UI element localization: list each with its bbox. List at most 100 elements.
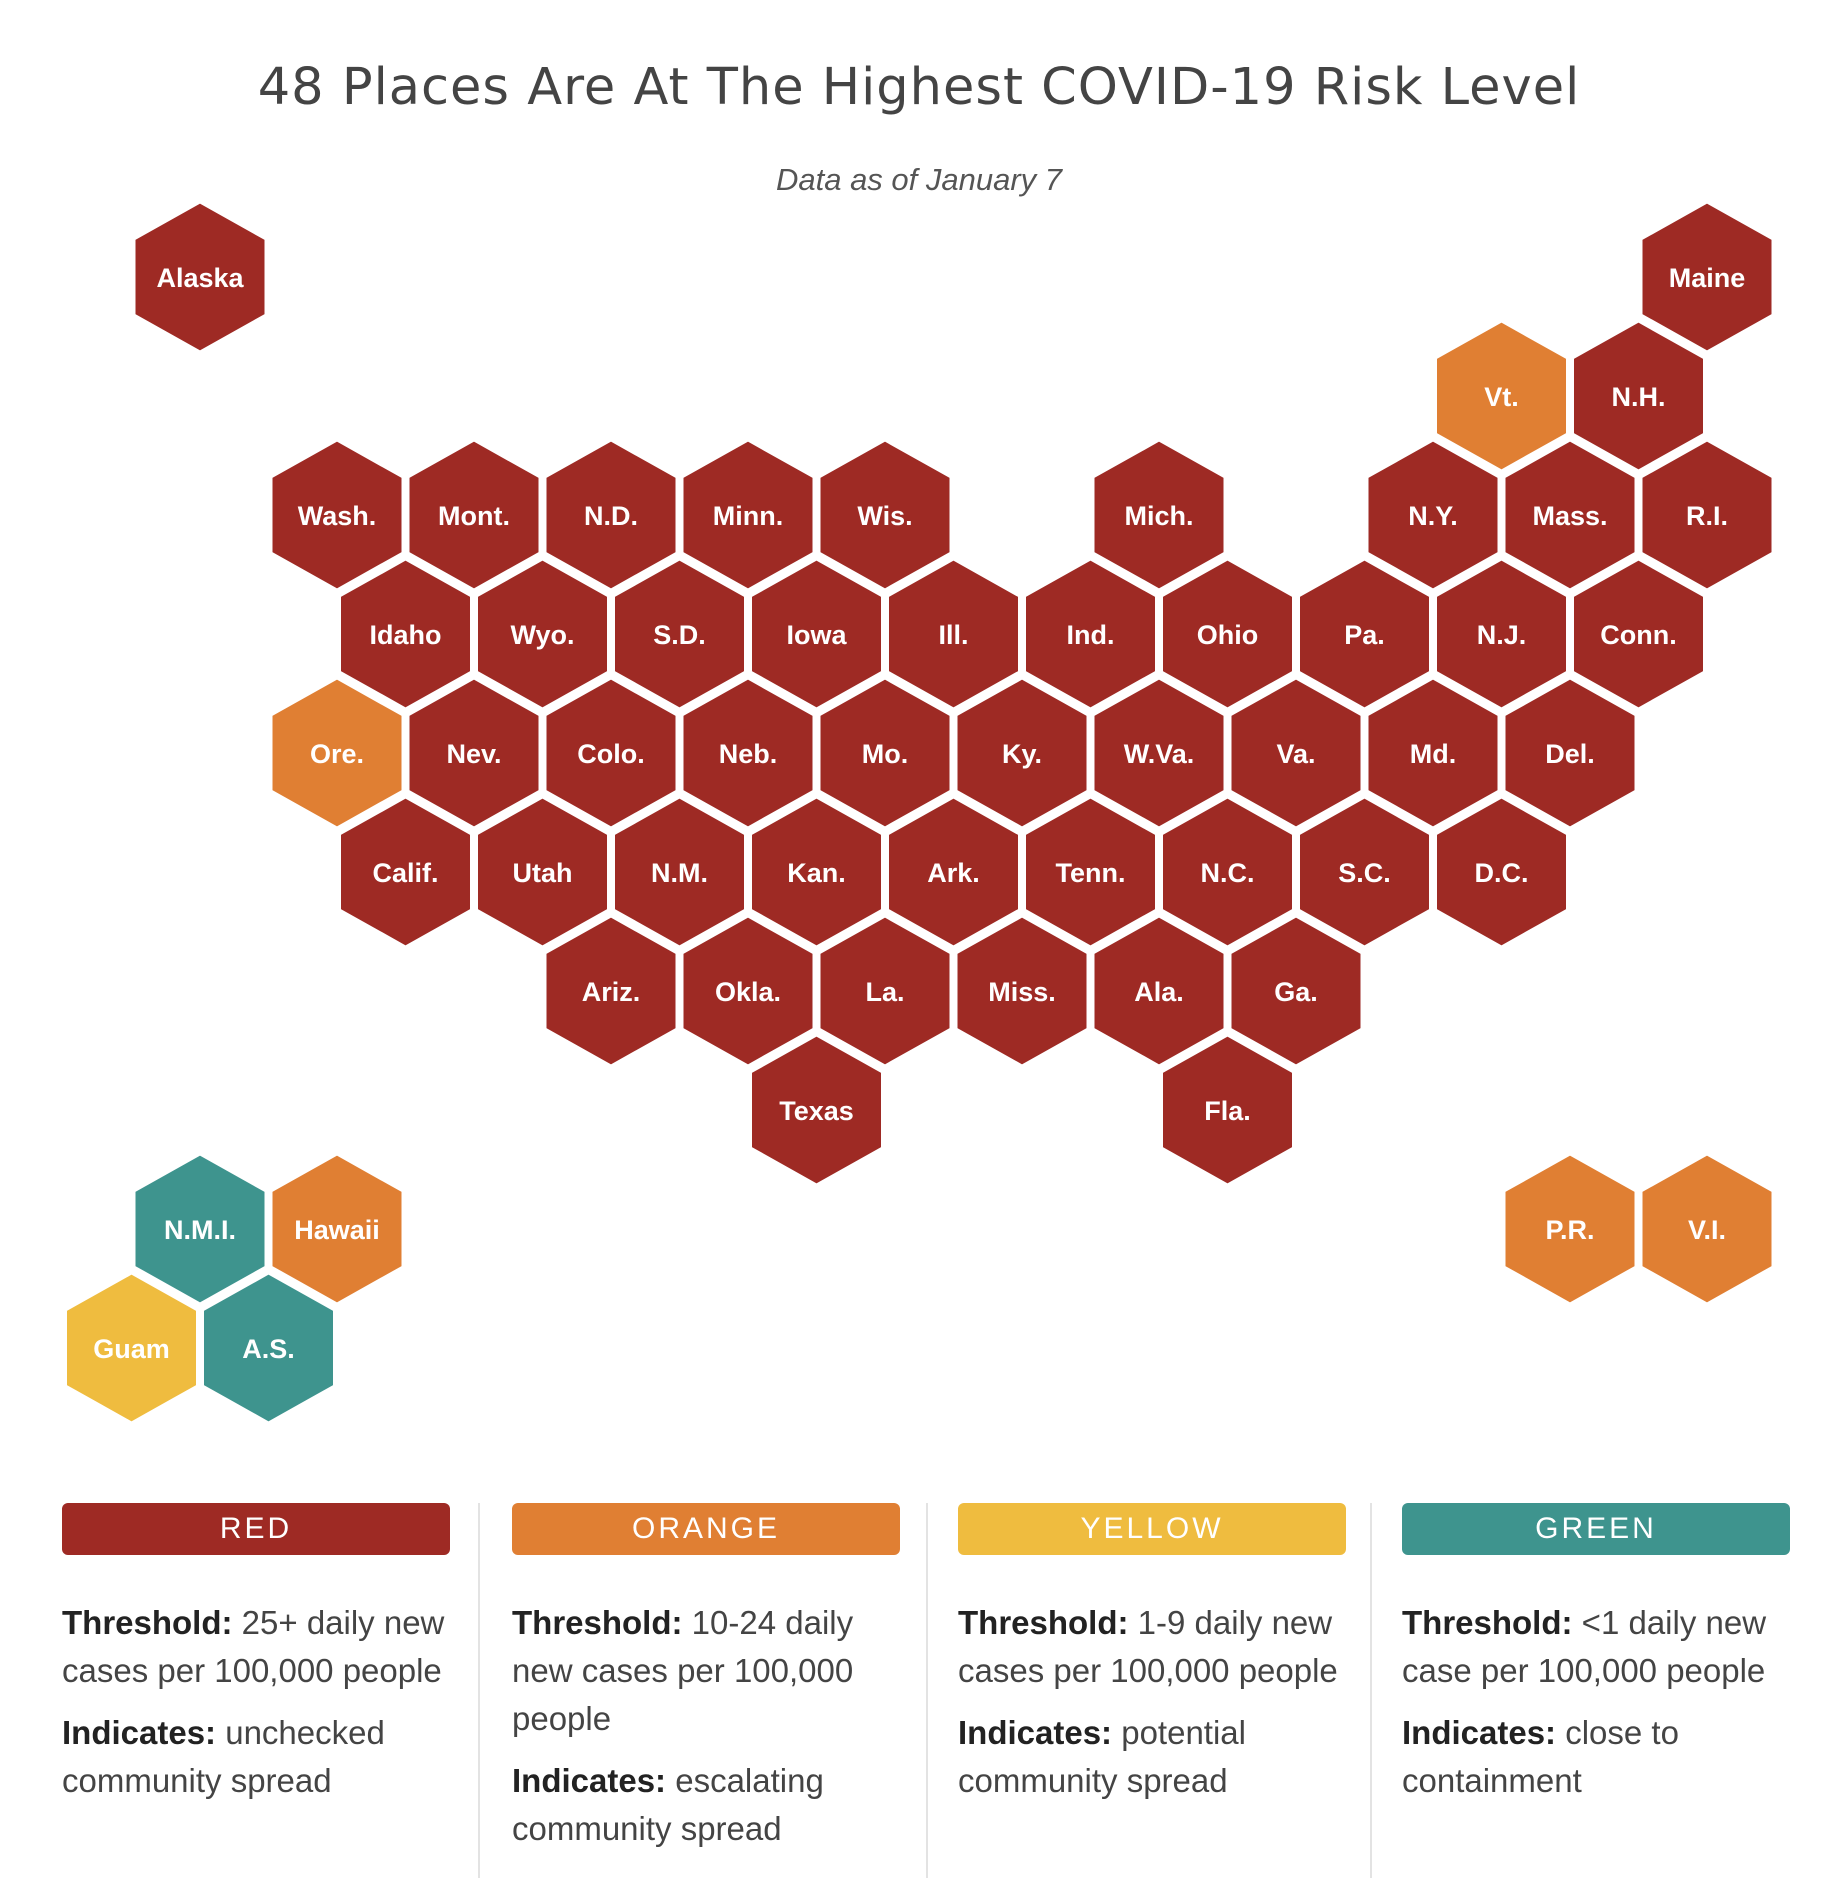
hex-map: Alaska Maine Vt. N.H. Wash. Mont. N.D. Minn. Wis… [64, 200, 1775, 1425]
hex-shape [543, 914, 679, 1068]
hex-n-d: N.D. [543, 438, 679, 592]
hex-mich: Mich. [1091, 438, 1227, 592]
hex-shape [1434, 795, 1569, 949]
hex-shape [886, 557, 1021, 711]
hex-shape [680, 914, 816, 1068]
hex-label: Idaho [370, 620, 442, 650]
hex-okla: Okla. [680, 914, 816, 1068]
legend-red-threshold: Threshold: 25+ daily new cases per 100,0… [62, 1599, 450, 1695]
hex-label: Calif. [372, 858, 438, 888]
threshold-value: 25+ daily new cases per 100,000 people [62, 1604, 445, 1689]
hex-label: Mich. [1124, 501, 1193, 531]
hex-label: Hawaii [294, 1215, 380, 1245]
legend-yellow-bar: YELLOW [958, 1503, 1346, 1555]
hex-idaho: Idaho [338, 557, 473, 711]
hex-shape [543, 438, 679, 592]
hex-label: N.Y. [1408, 501, 1458, 531]
hex-la: La. [817, 914, 953, 1068]
hex-label: Utah [513, 858, 573, 888]
hex-mont: Mont. [406, 438, 542, 592]
hex-v-i: V.I. [1639, 1152, 1775, 1306]
hex-pa: Pa. [1297, 557, 1432, 711]
hex-label: V.I. [1688, 1215, 1726, 1245]
hex-label: Mont. [438, 501, 510, 531]
hex-ky: Ky. [954, 676, 1090, 830]
hex-shape [680, 676, 816, 830]
hex-shape [1228, 676, 1364, 830]
hex-utah: Utah [475, 795, 610, 949]
legend-yellow-indicates: Indicates: potential community spread [958, 1709, 1346, 1805]
hex-label: N.M.I. [164, 1215, 236, 1245]
hex-shape [1297, 557, 1432, 711]
hex-label: Pa. [1344, 620, 1385, 650]
hex-shape [406, 438, 542, 592]
hex-shape [954, 914, 1090, 1068]
hex-shape [338, 557, 473, 711]
legend-green-indicates: Indicates: close to containment [1402, 1709, 1790, 1805]
hex-shape [475, 795, 610, 949]
threshold-label: Threshold: [512, 1604, 683, 1641]
hex-shape [1091, 914, 1227, 1068]
hex-del: Del. [1502, 676, 1638, 830]
hex-ohio: Ohio [1160, 557, 1295, 711]
indicates-value: close to containment [1402, 1714, 1679, 1799]
hex-shape [269, 676, 405, 830]
hex-wyo: Wyo. [475, 557, 610, 711]
hex-label: N.C. [1201, 858, 1255, 888]
hex-ark: Ark. [886, 795, 1021, 949]
legend-yellow-text: Threshold: 1-9 daily new cases per 100,0… [958, 1599, 1346, 1805]
hex-shape [1160, 1033, 1295, 1187]
hex-shape [1160, 557, 1295, 711]
hex-fla: Fla. [1160, 1033, 1295, 1187]
hex-label: Wash. [298, 501, 377, 531]
hex-label: Iowa [786, 620, 847, 650]
hex-label: W.Va. [1124, 739, 1195, 769]
hex-minn: Minn. [680, 438, 816, 592]
hex-label: Mass. [1532, 501, 1607, 531]
hex-shape [1091, 676, 1227, 830]
hex-shape [1365, 676, 1501, 830]
hex-shape [817, 438, 953, 592]
indicates-label: Indicates: [1402, 1714, 1557, 1751]
hex-wash: Wash. [269, 438, 405, 592]
hex-shape [269, 438, 405, 592]
hex-label: Miss. [988, 977, 1056, 1007]
hex-label: N.H. [1612, 382, 1666, 412]
hex-miss: Miss. [954, 914, 1090, 1068]
hex-texas: Texas [749, 1033, 884, 1187]
legend-red-text: Threshold: 25+ daily new cases per 100,0… [62, 1599, 450, 1805]
threshold-value: 1-9 daily new cases per 100,000 people [958, 1604, 1338, 1689]
legend-divider [1370, 1503, 1372, 1878]
hex-shape [817, 676, 953, 830]
indicates-value: potential community spread [958, 1714, 1246, 1799]
hex-label: Vt. [1484, 382, 1519, 412]
hex-shape [1365, 438, 1501, 592]
hex-shape [1571, 557, 1706, 711]
hex-shape [406, 676, 542, 830]
hex-shape [1639, 438, 1775, 592]
hex-mo: Mo. [817, 676, 953, 830]
hex-shape [1297, 795, 1432, 949]
hex-shape [1434, 557, 1569, 711]
hex-colo: Colo. [543, 676, 679, 830]
legend-green: GREEN Threshold: <1 daily new case per 1… [1402, 1503, 1790, 1819]
hex-n-c: N.C. [1160, 795, 1295, 949]
hex-label: Alaska [156, 263, 244, 293]
hex-shape [132, 1152, 268, 1306]
hex-a-s: A.S. [201, 1271, 336, 1425]
hex-label: Kan. [787, 858, 846, 888]
legend-orange-bar: ORANGE [512, 1503, 900, 1555]
hex-alaska: Alaska [132, 200, 268, 354]
legend-orange-text: Threshold: 10-24 daily new cases per 100… [512, 1599, 900, 1853]
hex-shape [1502, 676, 1638, 830]
hex-ariz: Ariz. [543, 914, 679, 1068]
indicates-value: escalating community spread [512, 1762, 824, 1847]
hex-label: Guam [93, 1334, 170, 1364]
hex-shape [1228, 914, 1364, 1068]
legend-green-bar: GREEN [1402, 1503, 1790, 1555]
hex-label: S.D. [653, 620, 706, 650]
hex-label: N.M. [651, 858, 708, 888]
hex-shape [1091, 438, 1227, 592]
hex-label: Ore. [310, 739, 364, 769]
hex-ill: Ill. [886, 557, 1021, 711]
